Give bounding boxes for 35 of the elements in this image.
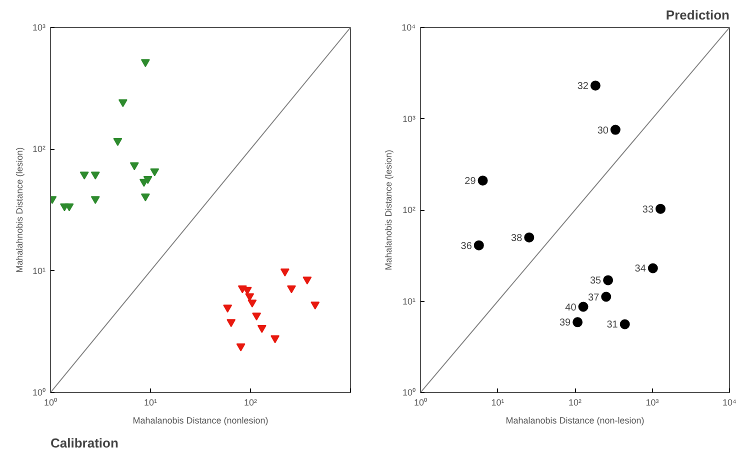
text: Calibration [50,436,118,450]
y-tick-label: 10³ [32,22,46,32]
annotation: 33 [642,204,654,216]
y-tick-label: 10⁰ [402,388,416,398]
annotation: 34 [634,264,646,275]
y-tick-label: 10¹ [402,296,416,306]
y-axis-title: Mahalahnobis Distance (lesion) [14,147,24,273]
y-axis-title: Mahalanobis Distance (lesion) [384,150,394,270]
annotation: 31 [606,320,618,331]
x-tick-label: 10⁰ [414,398,428,408]
annotation: 40 [565,302,577,314]
annotation: 37 [588,292,600,304]
y-tick-label: 10¹ [32,266,46,276]
y-tick-label: 10⁰ [32,388,46,398]
x-tick-label: 10⁴ [722,398,737,408]
x-tick-label: 10¹ [144,398,158,408]
y-tick-label: 10⁴ [402,22,416,32]
x-tick-label: 10² [244,398,258,408]
x-tick-label: 10² [568,398,582,408]
annotation: 35 [590,276,602,287]
x-tick-label: 10¹ [491,398,504,408]
annotation: 29 [464,176,476,188]
annotation: 32 [577,81,589,92]
annotation: 36 [460,240,472,252]
x-tick-label: 10³ [646,398,659,408]
x-tick-label: 10⁰ [44,398,58,408]
chart-title: Prediction [666,8,730,22]
annotation: 38 [511,232,523,244]
annotation: 30 [597,125,609,136]
annotation: 39 [559,318,572,329]
y-tick-label: 10³ [402,114,416,124]
x-axis-title: Mahalanobis Distance (nonlesion) [132,416,268,426]
y-tick-label: 10² [402,205,416,215]
y-tick-label: 10² [32,144,46,154]
x-axis-title: Mahalanobis Distance (non-lesion) [506,416,644,426]
